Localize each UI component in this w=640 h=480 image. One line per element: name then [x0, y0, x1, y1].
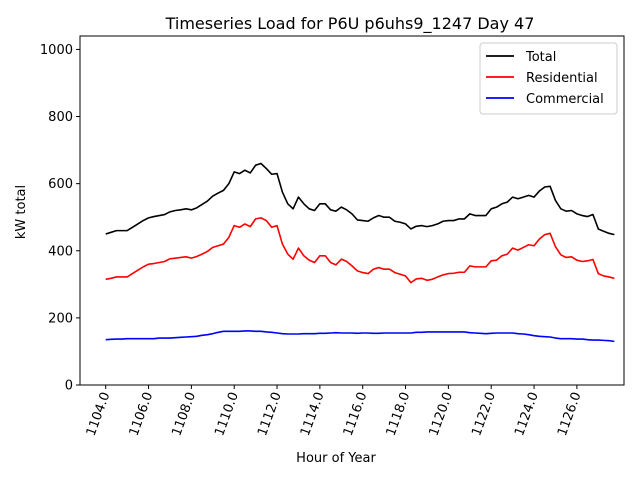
y-tick-label: 800: [48, 110, 73, 125]
series-line-residential: [105, 217, 615, 284]
y-tick-label: 200: [48, 311, 73, 326]
legend-label-total: Total: [525, 50, 556, 65]
x-axis-title: Hour of Year: [296, 451, 376, 466]
legend-label-residential: Residential: [526, 71, 598, 86]
axes-frame: [79, 35, 625, 386]
y-tick-label: 600: [48, 177, 73, 192]
y-tick-label: 1000: [40, 43, 73, 58]
legend-box: [479, 42, 618, 115]
legend-label-commercial: Commercial: [526, 92, 604, 107]
chart-title: Timeseries Load for P6U p6uhs9_1247 Day …: [165, 14, 535, 34]
y-tick-label: 0: [65, 379, 73, 394]
legend: Total Residential Commercial: [479, 42, 618, 115]
y-tick-label: 400: [48, 244, 73, 259]
series-line-total: [105, 162, 615, 236]
y-axis-title: kW total: [14, 185, 29, 239]
series-line-commercial: [105, 330, 615, 343]
